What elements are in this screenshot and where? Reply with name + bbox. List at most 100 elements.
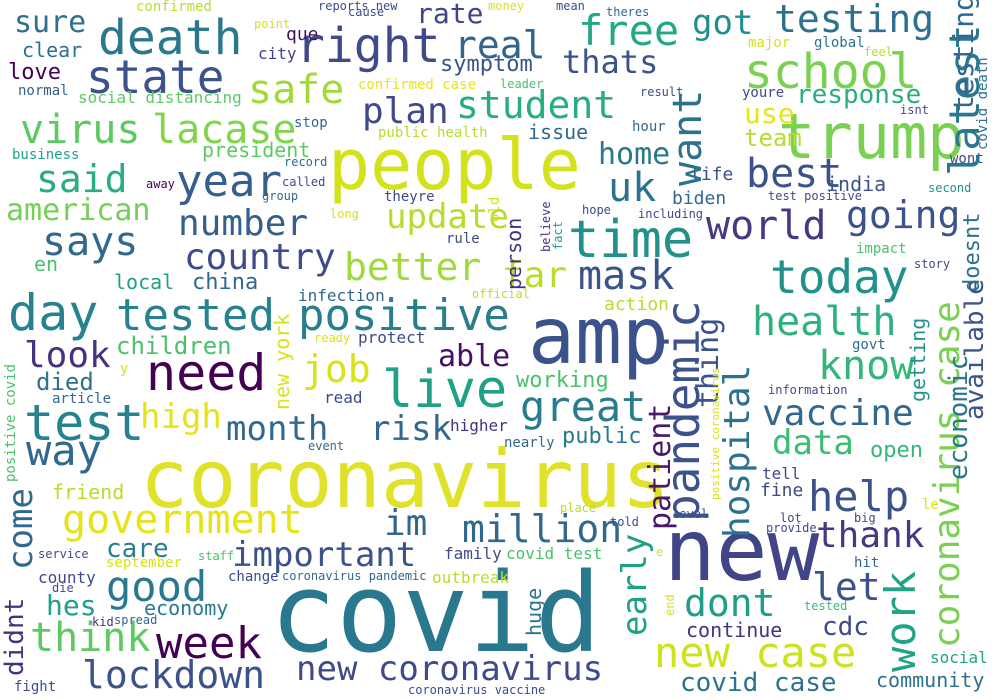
word-said: said [36, 157, 128, 201]
word-group: group [262, 189, 299, 203]
word-mask: mask [578, 253, 675, 299]
word-hour: hour [632, 119, 666, 135]
word-hope: hope [582, 203, 611, 217]
word-told: told [610, 515, 639, 529]
word-children: children [116, 332, 232, 360]
word-thank: thank [816, 515, 925, 556]
word-story: story [914, 257, 951, 271]
word-country: country [184, 237, 336, 278]
word-uk: uk [608, 165, 657, 211]
word-covid-death: covid death [975, 57, 991, 150]
word-feel: feel [864, 45, 893, 59]
word-business: business [12, 147, 80, 163]
word-issue: issue [528, 120, 589, 144]
word-virus: virus [20, 107, 141, 153]
word-confirmed: confirmed [136, 0, 212, 15]
word-isnt: isnt [900, 103, 929, 117]
word-getting: getting [906, 317, 930, 402]
word-amp: amp [528, 292, 669, 382]
word-care: care [106, 534, 169, 564]
word-tell: tell [762, 464, 801, 483]
word-clear: clear [22, 38, 83, 62]
word-going: going [846, 193, 961, 237]
word-data: data [772, 423, 854, 463]
word-impact: impact [856, 241, 907, 257]
word-theyre: theyre [384, 189, 435, 205]
word-need: need [146, 344, 267, 402]
word-fine: fine [760, 480, 804, 501]
word-new-york: new york [270, 313, 294, 410]
word-second: second [928, 181, 972, 195]
word-open: open [870, 438, 923, 463]
word-local: local [114, 270, 175, 294]
word-action: action [604, 294, 670, 315]
word-response: response [796, 80, 922, 110]
word-early: early [615, 533, 655, 636]
word-says: says [42, 219, 139, 265]
word-available: available [960, 279, 990, 420]
word-staff: staff [198, 549, 235, 563]
word-covid-test: covid test [506, 544, 603, 563]
word-person: person [502, 217, 526, 290]
word-didnt: didnt [0, 597, 30, 676]
word-week: week [156, 618, 262, 669]
word-point: point [254, 17, 291, 31]
word-ready: ready [314, 331, 351, 345]
word-death: death [98, 10, 243, 66]
word-dont: dont [684, 581, 776, 625]
word-event: event [308, 439, 345, 453]
word-trump: trump [778, 100, 965, 173]
word-symptom: symptom [440, 52, 533, 77]
word-want: want [665, 89, 711, 186]
word-im: im [384, 503, 428, 544]
word-fight: fight [14, 679, 57, 695]
word-tested-small: tested [804, 599, 848, 613]
word-family: family [444, 544, 502, 563]
word-public: public [562, 424, 642, 449]
word-american: american [6, 193, 151, 228]
word-read: read [324, 388, 363, 407]
word-county: county [38, 568, 96, 587]
word-kid: kid [92, 615, 114, 629]
word-update: update [386, 197, 509, 237]
word-record: record [284, 155, 328, 169]
word-million: million [462, 507, 623, 551]
word-positive: positive [298, 290, 510, 341]
word-life: life [690, 164, 734, 185]
word-die: die [52, 581, 74, 595]
word-mean: mean [556, 0, 585, 13]
word-doesnt: doesnt [960, 212, 985, 292]
word-fact: fact [551, 221, 565, 250]
word-big: big [854, 511, 876, 525]
word-friend: friend [52, 480, 125, 504]
word-patient: patient [643, 403, 678, 530]
word-public-health: public health [378, 125, 488, 141]
word-number: number [178, 203, 309, 244]
word-tested: tested [116, 290, 275, 341]
word-new-coronavirus: new coronavirus [296, 649, 604, 689]
word-nearly: nearly [504, 435, 555, 451]
word-team: team [744, 124, 802, 152]
word-wont: wont [950, 151, 984, 167]
word-china: china [192, 270, 259, 295]
word-normal: normal [18, 83, 69, 99]
word-health: health [752, 299, 897, 345]
word-provide: provide [766, 521, 817, 535]
word-president: president [202, 138, 311, 162]
word-social-distancing: social distancing [78, 88, 242, 107]
word-vaccine: vaccine [762, 393, 914, 434]
word-positive-covid: positive covid [3, 363, 19, 482]
word-information: information [768, 383, 848, 397]
word-month: month [226, 409, 329, 449]
word-got: got [692, 3, 754, 43]
word-youre: youre [742, 85, 785, 101]
word-hes: hes [46, 589, 97, 622]
word-que: que [286, 24, 319, 45]
word-higher: higher [450, 416, 508, 435]
word-stop: stop [294, 115, 328, 131]
word-free: free [578, 6, 680, 55]
word-good: good [106, 562, 208, 611]
word-important: important [232, 535, 417, 575]
word-rate: rate [416, 0, 484, 30]
word-let: let [812, 565, 881, 609]
